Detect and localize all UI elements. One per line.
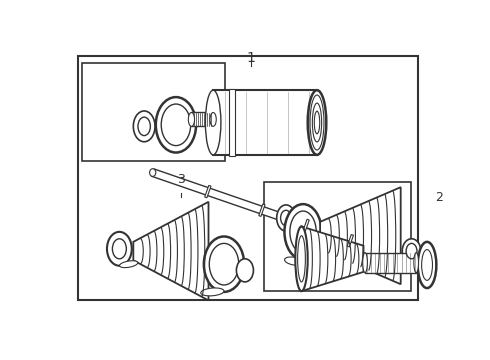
- Ellipse shape: [406, 243, 417, 259]
- Polygon shape: [205, 185, 211, 198]
- Text: 1: 1: [246, 51, 256, 65]
- Ellipse shape: [205, 90, 221, 155]
- Bar: [265, 182, 411, 291]
- Ellipse shape: [390, 260, 412, 268]
- Ellipse shape: [421, 249, 433, 280]
- Polygon shape: [133, 202, 209, 300]
- Ellipse shape: [363, 253, 368, 273]
- Ellipse shape: [395, 253, 401, 261]
- Ellipse shape: [402, 239, 421, 264]
- Ellipse shape: [312, 103, 321, 142]
- Polygon shape: [151, 169, 400, 261]
- Ellipse shape: [161, 104, 191, 145]
- Ellipse shape: [201, 288, 224, 296]
- Ellipse shape: [297, 236, 305, 282]
- Ellipse shape: [290, 211, 316, 253]
- Ellipse shape: [277, 205, 295, 231]
- Ellipse shape: [209, 243, 239, 285]
- Ellipse shape: [414, 253, 418, 273]
- Ellipse shape: [310, 95, 324, 150]
- Ellipse shape: [133, 111, 155, 142]
- Ellipse shape: [149, 169, 156, 176]
- Polygon shape: [347, 234, 353, 247]
- Polygon shape: [301, 226, 364, 291]
- Ellipse shape: [285, 204, 321, 260]
- Bar: [82, 63, 224, 161]
- Polygon shape: [229, 89, 235, 156]
- Polygon shape: [213, 90, 317, 155]
- Ellipse shape: [236, 259, 253, 282]
- Polygon shape: [303, 219, 309, 231]
- Ellipse shape: [285, 257, 303, 265]
- Polygon shape: [259, 204, 265, 216]
- Ellipse shape: [120, 261, 138, 267]
- Text: 2: 2: [436, 191, 443, 204]
- Ellipse shape: [418, 242, 437, 288]
- Ellipse shape: [308, 90, 326, 155]
- Polygon shape: [365, 253, 416, 273]
- Ellipse shape: [188, 112, 195, 126]
- Text: 3: 3: [177, 174, 185, 186]
- Ellipse shape: [112, 239, 126, 259]
- Ellipse shape: [156, 97, 196, 153]
- Ellipse shape: [295, 226, 308, 291]
- Ellipse shape: [210, 112, 216, 126]
- Ellipse shape: [281, 210, 292, 226]
- Polygon shape: [192, 112, 213, 126]
- Ellipse shape: [204, 237, 244, 292]
- Ellipse shape: [138, 117, 150, 136]
- Ellipse shape: [107, 232, 132, 266]
- Ellipse shape: [314, 111, 319, 134]
- Polygon shape: [320, 187, 401, 284]
- Bar: [78, 56, 418, 300]
